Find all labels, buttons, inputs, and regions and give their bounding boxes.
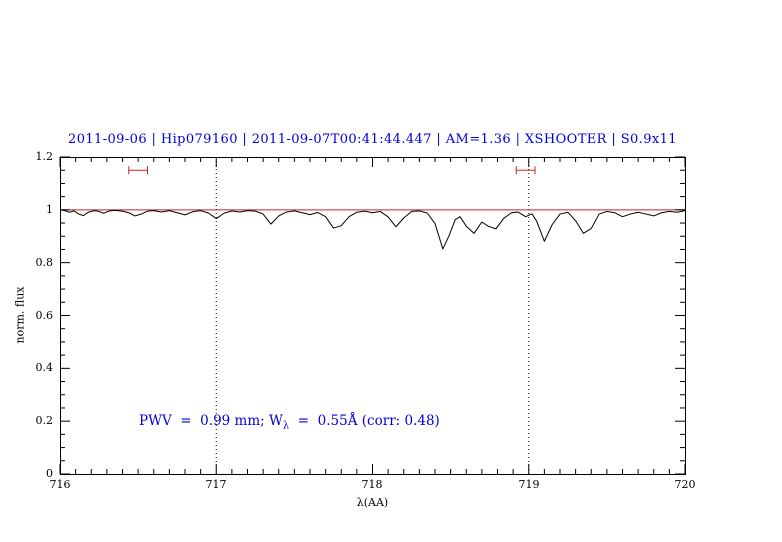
y-tick-label: 0.8 bbox=[35, 256, 54, 269]
y-tick-label: 0 bbox=[46, 467, 53, 480]
x-tick-label: 717 bbox=[205, 478, 227, 491]
plot-frame bbox=[60, 157, 686, 475]
x-tick-label: 719 bbox=[518, 478, 540, 491]
y-tick-label: 0.6 bbox=[35, 309, 54, 322]
x-tick-label: 720 bbox=[674, 478, 696, 491]
pwv-annotation-post: = 0.55Å (corr: 0.48) bbox=[289, 413, 440, 429]
y-axis-label: norm. flux bbox=[13, 286, 27, 344]
y-tick-label: 1 bbox=[46, 203, 53, 216]
y-tick-label: 0.2 bbox=[35, 414, 54, 427]
plot-title: 2011-09-06 | Hip079160 | 2011-09-07T00:4… bbox=[68, 132, 677, 147]
observed-normalized-spectrum bbox=[59, 209, 686, 250]
pwv-annotation-lambda-subscript: λ bbox=[282, 420, 290, 432]
y-tick-label: 0.4 bbox=[35, 361, 54, 374]
y-tick-label: 1.2 bbox=[35, 150, 54, 163]
x-tick-label: 716 bbox=[49, 478, 71, 491]
x-axis-label: λ(AA) bbox=[356, 496, 389, 509]
x-tick-label: 718 bbox=[361, 478, 383, 491]
pwv-annotation: PWV = 0.99 mm; Wλ = 0.55Å (corr: 0.48) bbox=[139, 413, 440, 432]
pwv-annotation-pre: PWV = 0.99 mm; W bbox=[139, 413, 283, 429]
